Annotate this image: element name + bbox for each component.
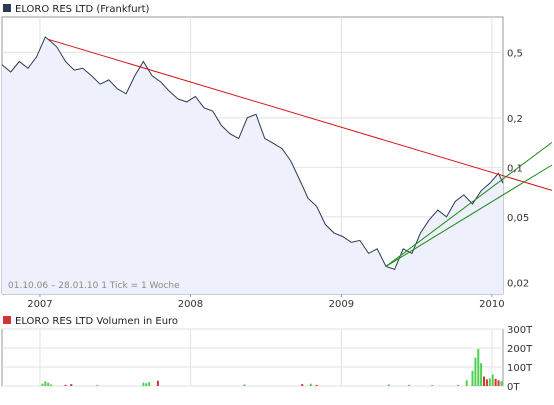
volume-bar [494, 378, 497, 386]
volume-bar [387, 384, 390, 386]
volume-bar [47, 382, 50, 386]
volume-bar [500, 381, 503, 387]
volume-y-tick-label: 0T [507, 382, 520, 393]
volume-bar [483, 376, 485, 386]
volume-bar [301, 384, 304, 386]
volume-bar [145, 383, 148, 386]
volume-bar [408, 384, 410, 386]
chart-caption: 01.10.06 – 28.01.10 1 Tick = 1 Woche [8, 281, 180, 291]
volume-bar [497, 380, 500, 386]
volume-bar [44, 381, 47, 386]
volume-bar [309, 383, 312, 386]
volume-bar [156, 380, 159, 386]
volume-bars [41, 348, 503, 387]
price-chart-title: ELORO RES LTD (Frankfurt) [15, 4, 150, 15]
volume-bar [474, 357, 477, 386]
price-y-tick-label: 0,2 [507, 114, 523, 125]
volume-bar [485, 379, 488, 386]
volume-y-tick-label: 100T [507, 363, 533, 374]
price-line [1, 36, 504, 271]
volume-bar [491, 374, 494, 386]
price-y-tick-label: 0,05 [507, 213, 529, 224]
volume-bar [488, 378, 491, 386]
price-area [2, 37, 503, 294]
price-header-square [3, 4, 11, 12]
volume-bar [431, 385, 434, 386]
price-y-tick-label: 0,02 [507, 278, 529, 289]
downtrend-line [48, 38, 553, 191]
uptrend-line [385, 164, 553, 267]
volume-bar [315, 384, 318, 386]
price-y-axis: 0,5 0,2 0,1 0,05 0,02 [507, 48, 529, 289]
volume-bar [243, 384, 246, 386]
price-y-tick-label: 0,1 [507, 163, 523, 174]
volume-bar [477, 348, 480, 386]
volume-bar [471, 370, 474, 386]
volume-plot-frame [1, 328, 504, 387]
uptrend-line [385, 141, 553, 267]
volume-bar [480, 363, 483, 386]
volume-bar [50, 384, 53, 386]
volume-bar [457, 384, 460, 386]
volume-chart-title: ELORO RES LTD Volumen in Euro [15, 316, 178, 327]
x-tick-label: 2008 [178, 299, 203, 310]
volume-bar [148, 382, 151, 386]
volume-bar [64, 384, 67, 386]
volume-grid [2, 328, 503, 387]
volume-bar [465, 380, 468, 386]
volume-y-axis: 300T 200T 100T 0T [507, 325, 533, 393]
x-axis: 2007 2008 2009 2010 [27, 294, 505, 310]
volume-bar [142, 382, 145, 386]
volume-y-tick-label: 200T [507, 344, 533, 355]
price-y-tick-label: 0,5 [507, 48, 523, 59]
volume-bar [41, 383, 44, 386]
x-tick-label: 2010 [479, 299, 504, 310]
volume-bar [70, 384, 73, 386]
x-tick-label: 2007 [27, 299, 52, 310]
volume-y-tick-label: 300T [507, 325, 533, 336]
x-tick-label: 2009 [329, 299, 354, 310]
trendlines [48, 38, 553, 267]
volume-header-square [3, 316, 11, 324]
volume-bar [96, 385, 99, 386]
